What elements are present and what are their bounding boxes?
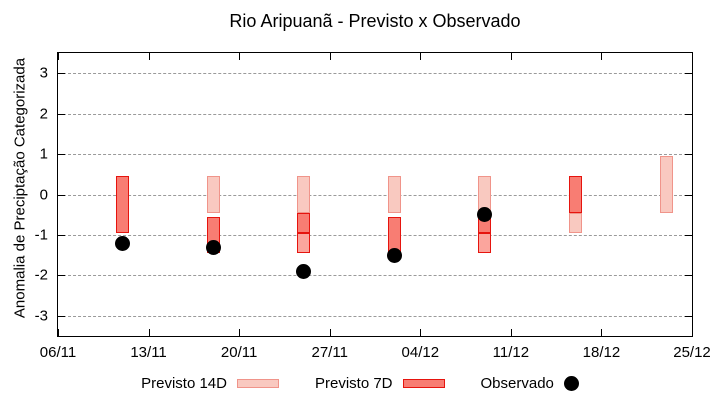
- observed-dot: [115, 235, 131, 251]
- x-tick-mark: [58, 53, 59, 60]
- previsto-14d-swatch-icon: [236, 379, 279, 388]
- x-tick-label: 06/11: [39, 344, 77, 361]
- x-tick-mark: [58, 329, 59, 336]
- gridline: [58, 194, 692, 196]
- legend-label-previsto-14d: Previsto 14D: [141, 375, 227, 392]
- forecast-7d-bar-segment: [116, 176, 130, 233]
- legend-item-previsto-14d: Previsto 14D: [141, 375, 279, 392]
- forecast-7d-bar-segment: [569, 176, 583, 213]
- y-tick-mark: [685, 234, 692, 236]
- y-axis-label: Anomalia de Preciptação Categorizada: [11, 57, 29, 319]
- y-tick-mark: [685, 154, 692, 156]
- x-tick-mark: [510, 329, 512, 336]
- y-tick-mark: [58, 154, 65, 156]
- x-tick-label: 13/11: [130, 344, 167, 361]
- observado-dot-icon: [563, 376, 579, 391]
- observed-dot: [386, 247, 402, 263]
- x-tick-mark: [329, 53, 331, 60]
- forecast-14d-bar-segment: [659, 156, 673, 213]
- chart-title: Rio Aripuanã - Previsto x Observado: [229, 11, 521, 31]
- legend-item-previsto-7d: Previsto 7D: [315, 375, 445, 392]
- x-tick-label: 11/12: [492, 344, 530, 361]
- y-tick-label: 3: [39, 64, 48, 82]
- gridline: [58, 275, 692, 277]
- y-tick-label: -2: [34, 266, 48, 284]
- gridline: [58, 113, 692, 115]
- x-tick-mark: [692, 53, 693, 60]
- gridline: [58, 234, 692, 236]
- y-tick-mark: [685, 275, 692, 277]
- forecast-14d-bar-segment: [569, 212, 583, 233]
- x-tick-mark: [692, 329, 693, 336]
- observed-dot: [205, 239, 221, 255]
- x-tick-mark: [510, 53, 512, 60]
- x-tick-mark: [420, 53, 422, 60]
- x-tick-label: 25/12: [673, 344, 711, 361]
- gridline: [58, 154, 692, 156]
- y-tick-mark: [58, 234, 65, 236]
- observed-dot: [477, 207, 493, 223]
- y-tick-mark: [58, 275, 65, 277]
- x-tick-label: 18/12: [582, 344, 621, 361]
- y-tick-mark: [685, 194, 692, 196]
- x-tick-label: 27/11: [311, 344, 348, 361]
- legend-label-observado: Observado: [480, 375, 554, 392]
- forecast-14d-bar-segment: [206, 176, 220, 213]
- y-tick-label: -3: [34, 307, 48, 325]
- y-tick-mark: [58, 194, 65, 196]
- forecast-7d-light-bar-segment: [478, 232, 492, 254]
- y-tick-label: 2: [39, 105, 48, 123]
- y-tick-label: 0: [39, 186, 48, 203]
- gridline: [58, 73, 692, 75]
- gridline: [58, 315, 692, 317]
- forecast-14d-bar-segment: [297, 176, 311, 213]
- legend: Previsto 14D Previsto 7D Observado: [0, 375, 720, 392]
- y-tick-mark: [58, 315, 65, 317]
- x-tick-mark: [601, 329, 603, 336]
- plot-area: [57, 52, 693, 337]
- previsto-7d-swatch-icon: [402, 379, 445, 388]
- x-tick-label: 20/11: [220, 344, 258, 361]
- y-tick-mark: [58, 113, 65, 115]
- observed-dot: [296, 263, 312, 279]
- legend-item-observado: Observado: [481, 375, 579, 392]
- forecast-7d-bar-segment: [297, 212, 311, 233]
- y-tick-label: -1: [34, 226, 48, 244]
- x-tick-mark: [148, 329, 150, 336]
- y-tick-mark: [58, 73, 65, 75]
- x-tick-mark: [329, 329, 331, 336]
- x-tick-mark: [148, 53, 150, 60]
- x-tick-mark: [239, 329, 241, 336]
- forecast-14d-bar-segment: [387, 176, 401, 213]
- y-tick-mark: [685, 315, 692, 317]
- y-tick-label: 1: [39, 145, 48, 163]
- y-tick-mark: [685, 113, 692, 115]
- x-tick-label: 04/12: [401, 344, 440, 361]
- y-tick-mark: [685, 73, 692, 75]
- legend-label-previsto-7d: Previsto 7D: [314, 375, 393, 392]
- x-tick-mark: [420, 329, 422, 336]
- forecast-7d-light-bar-segment: [297, 232, 311, 254]
- x-tick-mark: [239, 53, 241, 60]
- x-tick-mark: [601, 53, 603, 60]
